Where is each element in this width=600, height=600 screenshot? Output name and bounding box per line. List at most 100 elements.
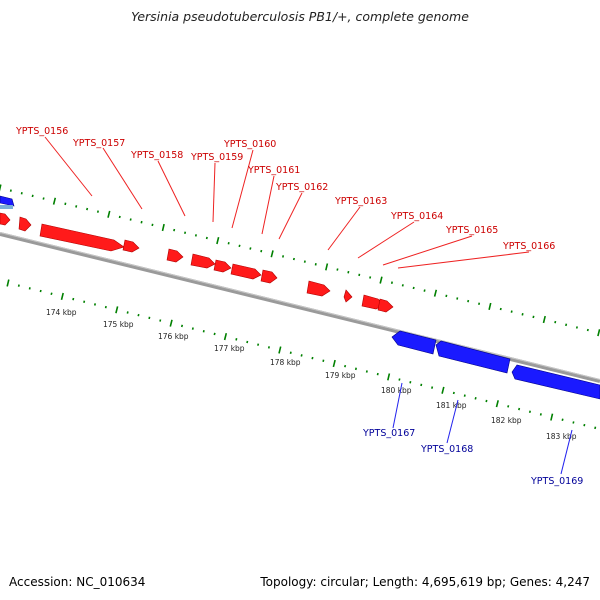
tick-mark [104, 305, 107, 309]
tick-mark [180, 324, 184, 328]
gene-arrow[interactable] [166, 248, 184, 263]
tick-mark [126, 311, 129, 314]
gene-label[interactable]: YPTS_0164 [390, 211, 443, 222]
tick-mark [148, 316, 151, 320]
scale-label: 175 kbp [103, 320, 134, 329]
gene-arrow[interactable] [0, 195, 15, 207]
tick-mark [597, 329, 600, 337]
tick-mark [474, 396, 477, 400]
gene-label[interactable]: YPTS_0167 [362, 428, 415, 439]
gene-label[interactable]: YPTS_0162 [275, 182, 328, 193]
tick-mark [205, 236, 208, 240]
tick-mark [86, 207, 89, 211]
tick-mark [542, 315, 546, 324]
gene-arrow[interactable] [0, 212, 11, 226]
tick-mark [235, 338, 238, 341]
tick-mark [270, 250, 274, 258]
tick-mark [191, 327, 194, 330]
tick-mark [303, 260, 306, 263]
tick-mark [510, 310, 513, 313]
tick-mark [107, 210, 111, 218]
tick-mark [238, 244, 241, 248]
tick-mark [159, 319, 162, 322]
scale-labels: 174 kbp 175 kbp 176 kbp 177 kbp 178 kbp … [46, 308, 577, 441]
gene-label[interactable]: YPTS_0163 [334, 196, 387, 207]
tick-mark [561, 418, 564, 421]
gene-label[interactable]: YPTS_0160 [223, 139, 276, 150]
tick-mark [379, 276, 383, 284]
gene-label[interactable]: YPTS_0161 [247, 165, 300, 176]
tick-mark [6, 279, 10, 287]
genome-summary-text: Topology: circular; Length: 4,695,619 bp… [260, 575, 590, 589]
tick-mark [354, 367, 357, 371]
tick-mark [387, 373, 391, 381]
accession-text: Accession: NC_010634 [9, 575, 146, 589]
tick-row-outer [0, 184, 600, 337]
tick-mark [463, 394, 466, 397]
scale-label: 183 kbp [546, 432, 577, 441]
gene-arrow[interactable] [377, 298, 394, 313]
tick-mark [0, 184, 2, 192]
tick-mark [314, 263, 317, 266]
tick-mark [586, 328, 589, 332]
forward-labels: YPTS_0156 YPTS_0157 YPTS_0158 YPTS_0159 … [15, 126, 555, 252]
gene-arrow[interactable] [213, 259, 232, 273]
tick-mark [223, 333, 228, 341]
tick-mark [257, 343, 260, 346]
tick-mark [565, 323, 568, 327]
tick-mark [39, 289, 42, 293]
tick-mark [50, 292, 53, 296]
tick-mark [60, 292, 64, 300]
tick-mark [300, 354, 303, 357]
tick-mark [64, 202, 67, 206]
gene-arrow[interactable] [435, 340, 511, 374]
tick-mark [137, 313, 140, 317]
tick-mark [213, 332, 216, 336]
gene-label[interactable]: YPTS_0159 [190, 152, 243, 163]
gene-arrow[interactable] [190, 253, 216, 269]
tick-mark [365, 370, 368, 373]
gene-label[interactable]: YPTS_0156 [15, 126, 68, 137]
tick-mark [594, 426, 597, 430]
tick-mark [52, 197, 57, 205]
gene-arrow[interactable] [343, 289, 353, 303]
tick-mark [282, 255, 285, 258]
tick-mark [433, 289, 438, 297]
gene-arrow[interactable] [18, 216, 32, 232]
tick-mark [398, 378, 401, 381]
tick-mark [227, 242, 230, 245]
gene-label[interactable]: YPTS_0168 [420, 444, 473, 455]
tick-mark [28, 287, 31, 290]
tick-mark [583, 423, 586, 427]
tick-mark [456, 297, 459, 300]
tick-mark [140, 220, 143, 224]
gene-label[interactable]: YPTS_0169 [530, 476, 583, 487]
tick-mark [20, 192, 23, 195]
gene-label[interactable]: YPTS_0166 [502, 241, 555, 252]
gene-arrow[interactable] [391, 330, 437, 355]
tick-mark [423, 289, 426, 292]
gene-arrow[interactable] [511, 364, 600, 400]
tick-mark [420, 383, 423, 387]
tick-mark [311, 356, 314, 360]
gene-arrow[interactable] [306, 280, 331, 297]
tick-mark [441, 386, 445, 394]
gene-arrow[interactable] [39, 223, 125, 252]
reverse-labels: YPTS_0167 YPTS_0168 YPTS_0169 [362, 428, 583, 487]
gene-label[interactable]: YPTS_0158 [130, 150, 183, 161]
tick-mark [358, 273, 361, 277]
tick-mark [246, 340, 249, 344]
scale-label: 178 kbp [270, 358, 301, 367]
gene-arrow[interactable] [122, 239, 140, 253]
tick-mark [9, 189, 12, 192]
gene-arrow[interactable] [230, 263, 262, 280]
tick-mark [495, 400, 499, 408]
gene-arrow[interactable] [260, 269, 278, 284]
tick-mark [376, 372, 379, 376]
scale-label: 174 kbp [46, 308, 77, 317]
tick-mark [507, 405, 510, 408]
gene-label[interactable]: YPTS_0165 [445, 225, 498, 236]
tick-mark [550, 413, 554, 421]
gene-label[interactable]: YPTS_0157 [72, 138, 125, 149]
